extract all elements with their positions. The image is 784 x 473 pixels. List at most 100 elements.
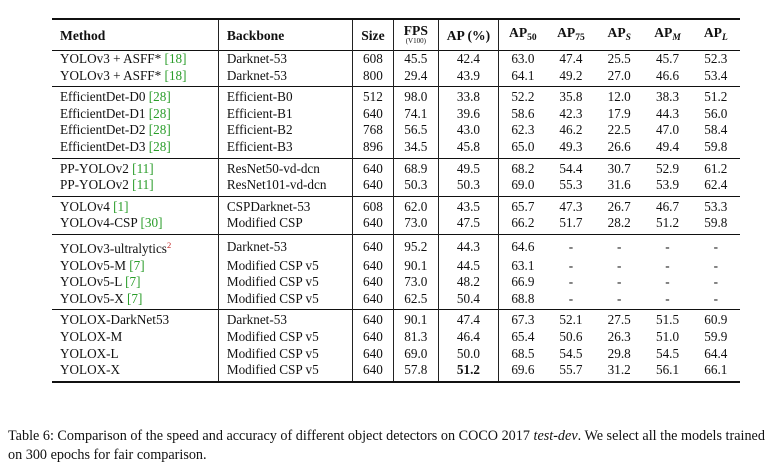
method-name: YOLOv3 + ASFF* [60,67,162,83]
method-name: EfficientDet-D1 [60,105,146,121]
cell-ap: 50.3 [438,177,499,197]
cell-ap75: 35.8 [546,86,596,106]
cell-fps: 90.1 [393,257,439,275]
header-fps-sub: (V100) [405,36,426,45]
citation-link[interactable]: [7] [125,274,141,290]
citation-link[interactable]: [11] [132,177,154,193]
cell-size: 800 [352,67,394,87]
cell-apm: - [665,290,670,306]
citation-link[interactable]: [7] [129,257,145,273]
cell-aps: 27.5 [595,309,644,329]
citation-link[interactable]: [28] [148,105,171,121]
cell-fps: 34.5 [393,138,439,159]
cell-apm: 45.7 [655,51,680,66]
cell-size: 640 [352,233,394,258]
cell-ap50: 65.7 [498,195,547,216]
cell-ap75: 49.2 [559,67,583,83]
cell-ap75: 51.7 [559,215,583,231]
cell-method: PP-YOLOv2 [11] [52,177,219,197]
cell-ap75: 52.1 [546,309,596,329]
citation-link[interactable]: [7] [127,290,143,306]
cell-backbone: Darknet-53 [218,233,354,258]
citation-link[interactable]: [28] [148,122,171,138]
citation-link[interactable]: [11] [132,160,154,176]
cell-ap: 48.2 [438,274,499,291]
cell-fps: 74.1 [393,105,439,123]
cell-fps: 73.0 [393,215,439,235]
cell-size: 640 [352,215,394,235]
cell-ap: 44.3 [438,233,499,258]
cell-ap50: 68.5 [511,345,535,361]
header-fps-label: FPS [403,22,428,38]
cell-apm: 54.5 [655,345,680,361]
cell-size: 640 [352,257,394,275]
cell-ap75: 47.3 [546,195,596,216]
header-ap50-base: AP [509,24,528,40]
cell-ap50: 63.0 [511,51,535,66]
cell-aps: 26.3 [607,328,631,344]
comparison-table: Method Backbone Size FPS (V100) AP (%) AP… [52,18,740,383]
cell-ap: 47.5 [438,215,499,235]
citation-link[interactable]: [28] [148,138,171,154]
cell-ap: 50.0 [438,345,499,363]
caption-prefix: Table 6: Comparison of the speed and acc… [8,428,534,444]
cell-ap: 43.9 [438,67,499,87]
cell-apl: - [713,257,719,273]
cell-apm: 51.5 [643,309,692,329]
cell-backbone: Modified CSP v5 [218,257,354,275]
cell-ap: 51.2 [438,362,499,383]
header-aps: APS [595,19,643,51]
cell-ap: 47.4 [438,309,499,329]
cell-apm: 44.3 [655,105,680,121]
citation-link[interactable]: [1] [113,198,129,214]
cell-aps: 30.7 [595,157,644,178]
cell-ap50: 65.0 [511,138,535,154]
method-name: YOLOX-DarkNet53 [60,312,170,328]
header-apm-base: AP [654,24,673,40]
cell-size: 640 [352,157,394,178]
table-row: EfficientDet-D2 [28] Efficient-B2 768 56.5 4… [52,122,740,139]
cell-fps: 73.0 [393,274,439,291]
cell-ap75: 54.4 [546,157,596,178]
cell-ap: 50.4 [438,290,499,310]
cell-method: YOLOv3 + ASFF* [18] [52,50,219,68]
cell-apm: 51.0 [655,328,680,344]
cell-backbone: Modified CSP v5 [218,290,354,310]
citation-link[interactable]: [18] [164,51,187,66]
method-name: YOLOv5-L [60,274,122,290]
cell-apm: 56.1 [643,362,692,383]
cell-ap75: 54.5 [559,345,583,361]
table-row: EfficientDet-D0 [28] Efficient-B0 512 98.0 3… [52,86,740,106]
citation-link[interactable]: [28] [148,89,171,105]
table-header: Method Backbone Size FPS (V100) AP (%) AP… [52,19,740,51]
cell-backbone: Modified CSP v5 [218,274,354,291]
cell-size: 640 [352,290,394,310]
citation-link[interactable]: [30] [140,215,163,231]
caption-italic: test-dev [533,428,578,444]
citation-link[interactable]: [18] [164,67,187,83]
cell-ap50: 63.1 [511,257,535,273]
table-row: PP-YOLOv2 [11] ResNet50-vd-dcn 640 68.9 49.5… [52,157,740,178]
cell-method: YOLOv5-L [7] [52,274,219,291]
method-name: YOLOX-X [60,362,121,378]
method-name: EfficientDet-D3 [60,138,146,154]
cell-backbone: Darknet-53 [218,67,354,87]
method-name: YOLOv5-X [60,290,124,306]
cell-backbone: Modified CSP v5 [218,328,354,346]
method-name: EfficientDet-D2 [60,122,146,138]
cell-backbone: Darknet-53 [218,50,354,68]
cell-apl: 66.1 [691,362,740,383]
table-row: YOLOX-DarkNet53 Darknet-53 640 90.1 47.4 67.3… [52,309,740,329]
cell-backbone: Efficient-B2 [218,122,354,139]
cell-method: YOLOX-X [52,362,219,383]
footnote-link[interactable]: 2 [166,239,172,250]
table-row: YOLOX-X Modified CSP v5 640 57.8 51.2 69.6 55.… [52,362,740,383]
cell-apm: - [643,233,692,258]
cell-aps: 28.2 [607,215,631,231]
method-name: YOLOX-M [60,328,123,344]
header-size: Size [352,19,394,51]
cell-apl: 62.4 [704,177,728,193]
cell-ap: 39.6 [438,105,499,123]
cell-aps: 26.6 [607,138,631,154]
cell-ap50: 68.2 [498,157,547,178]
